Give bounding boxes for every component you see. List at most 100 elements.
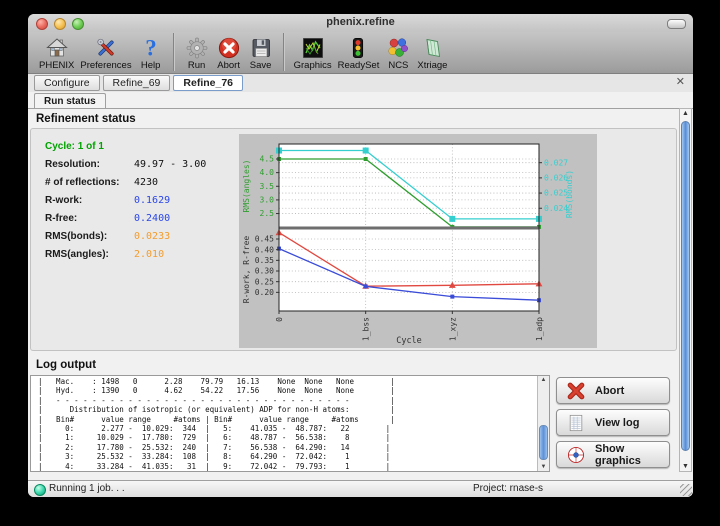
button-label: Show graphics: [595, 442, 641, 467]
svg-text:1_xyz: 1_xyz: [448, 317, 457, 341]
abort-button[interactable]: Abort: [556, 377, 670, 404]
svg-text:1_bss: 1_bss: [362, 317, 371, 341]
project-label: Project: rnase-s: [473, 483, 544, 494]
action-buttons: Abort View log Show graphics: [556, 377, 672, 473]
toolbar-button-label: Xtriage: [417, 60, 448, 71]
tab-run-status[interactable]: Run status: [34, 93, 106, 109]
stat-row: RMS(bonds): 0.0233: [45, 227, 206, 245]
stat-row: RMS(angles): 2.010: [45, 245, 206, 263]
stat-label: # of reflections:: [45, 176, 120, 188]
xtriage-crystal-icon: [419, 35, 445, 60]
toolbar-button-xtriage[interactable]: Xtriage: [417, 35, 447, 71]
scroll-up-icon[interactable]: ▲: [682, 110, 689, 117]
toolbar: PHENIX Preferences ? Help Run Abort Save Graphi…: [28, 32, 693, 74]
svg-text:2.5: 2.5: [260, 209, 275, 218]
svg-text:0.025: 0.025: [544, 189, 568, 198]
stat-row: Cycle: 1 of 1: [45, 137, 206, 155]
button-label: Abort: [595, 384, 625, 397]
stat-label: Resolution:: [45, 158, 100, 170]
tab-refine_69[interactable]: Refine_69: [102, 75, 171, 91]
refinement-stats: Cycle: 1 of 1 Resolution: 49.97 - 3.00 # of…: [45, 137, 206, 263]
preferences-tools-icon: [93, 35, 119, 60]
stat-row: R-free: 0.2400: [45, 209, 206, 227]
abort-x-icon: [566, 381, 586, 401]
svg-text:4.0: 4.0: [260, 168, 275, 177]
log-output-text: | Mac. : 1498 0 2.28 79.79 16.13 None No…: [38, 377, 395, 471]
svg-text:0.027: 0.027: [544, 158, 568, 167]
toolbar-toggle-button[interactable]: [667, 19, 686, 29]
svg-text:1_adp: 1_adp: [535, 317, 544, 341]
toolbar-button-help[interactable]: ? Help: [138, 35, 164, 72]
tab-bar: Configure Refine_69 Refine_76 ✕: [28, 74, 693, 93]
svg-text:0.35: 0.35: [255, 256, 274, 265]
stat-label: R-free:: [45, 212, 78, 224]
view-log-icon: [566, 413, 586, 433]
toolbar-button-save[interactable]: Save: [248, 35, 274, 71]
svg-text:0.40: 0.40: [255, 245, 274, 254]
toolbar-button-label: PHENIX: [39, 60, 75, 71]
ncs-spheres-icon: [385, 35, 411, 60]
svg-text:3.0: 3.0: [260, 196, 275, 205]
svg-text:R-work, R-free: R-work, R-free: [242, 236, 251, 304]
scroll-up-icon[interactable]: ▲: [540, 377, 547, 383]
stat-label: Cycle: 1 of 1: [45, 140, 104, 152]
toolbar-separator: [172, 32, 175, 71]
stat-value: 0.2400: [134, 212, 171, 224]
svg-text:Cycle: Cycle: [396, 336, 422, 346]
minimize-window-button[interactable]: [54, 18, 66, 30]
svg-text:4.5: 4.5: [260, 155, 275, 164]
scroll-down-icon[interactable]: ▼: [682, 463, 689, 470]
toolbar-button-graphics[interactable]: Graphics: [294, 35, 332, 71]
svg-text:0.024: 0.024: [544, 204, 568, 213]
stat-value: 2.010: [134, 248, 165, 260]
title-bar[interactable]: phenix.refine: [28, 14, 693, 32]
toolbar-button-run[interactable]: Run: [184, 35, 210, 71]
svg-text:RMS(angles): RMS(angles): [242, 160, 251, 213]
log-scrollbar-thumb[interactable]: [539, 425, 548, 460]
button-label: View log: [595, 416, 640, 429]
subtab-row: Run status: [28, 92, 693, 109]
close-tab-icon[interactable]: ✕: [675, 76, 685, 88]
stat-row: R-work: 0.1629: [45, 191, 206, 209]
zoom-window-button[interactable]: [72, 18, 84, 30]
svg-text:RMS(bonds): RMS(bonds): [565, 170, 574, 218]
svg-text:0.026: 0.026: [544, 173, 568, 182]
stat-row: # of reflections: 4230: [45, 173, 206, 191]
svg-text:0.30: 0.30: [255, 267, 274, 276]
svg-text:3.5: 3.5: [260, 182, 275, 191]
running-status-icon: [34, 484, 46, 496]
svg-text:?: ?: [145, 36, 157, 60]
stat-label: R-work:: [45, 194, 83, 206]
toolbar-button-label: Preferences: [80, 60, 132, 71]
toolbar-button-abort[interactable]: Abort: [216, 35, 242, 71]
close-window-button[interactable]: [36, 18, 48, 30]
show-graphics-button[interactable]: Show graphics: [556, 441, 670, 468]
toolbar-button-label: Save: [249, 60, 272, 71]
refinement-chart: 2.5 3.0 3.5 4.0 4.5 0.024 0.025 0.026 0.027 0.20 0…: [239, 134, 597, 348]
main-scrollbar[interactable]: ▲ ▼: [679, 108, 692, 472]
toolbar-button-phenix[interactable]: PHENIX: [39, 35, 74, 71]
view-log-button[interactable]: View log: [556, 409, 670, 436]
stat-value: 49.97 - 3.00: [134, 158, 207, 170]
resize-grip[interactable]: [680, 484, 692, 496]
log-scrollbar[interactable]: ▲ ▼: [537, 376, 549, 471]
toolbar-button-readyset[interactable]: ReadySet: [338, 35, 379, 71]
window-title: phenix.refine: [326, 16, 395, 28]
toolbar-button-ncs[interactable]: NCS: [385, 35, 411, 71]
stat-value: 4230: [134, 176, 159, 188]
log-output-heading: Log output: [36, 359, 97, 371]
stat-label: RMS(angles):: [45, 248, 109, 260]
tab-configure[interactable]: Configure: [34, 75, 100, 91]
stat-value: 0.1629: [134, 194, 171, 206]
scroll-down-icon[interactable]: ▼: [540, 464, 547, 470]
main-scrollbar-thumb[interactable]: [681, 121, 690, 451]
readyset-trafficlight-icon: [345, 35, 371, 60]
refinement-status-heading: Refinement status: [36, 113, 136, 125]
toolbar-button-preferences[interactable]: Preferences: [80, 35, 132, 71]
svg-text:0.25: 0.25: [255, 277, 274, 286]
running-status-text: Running 1 job. . .: [49, 483, 125, 494]
log-output-box: | Mac. : 1498 0 2.28 79.79 16.13 None No…: [30, 375, 550, 472]
save-floppy-icon: [248, 35, 274, 60]
tab-refine_76[interactable]: Refine_76: [173, 75, 244, 91]
